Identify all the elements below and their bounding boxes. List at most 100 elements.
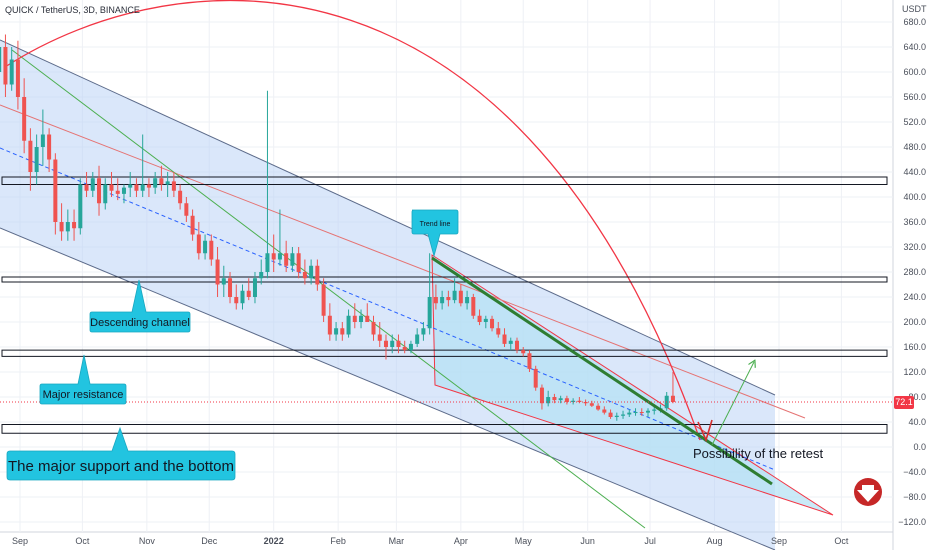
candle xyxy=(440,290,445,310)
candle xyxy=(340,322,345,341)
candle-body xyxy=(352,315,357,322)
candle-body xyxy=(346,315,351,335)
candle-body xyxy=(371,322,376,335)
candle-body xyxy=(471,297,476,316)
x-tick-label: Aug xyxy=(707,536,723,546)
down-arrow-icon[interactable] xyxy=(854,478,882,506)
candle xyxy=(0,47,2,72)
candle xyxy=(477,309,482,326)
candle-body xyxy=(402,347,407,351)
y-tick-label: 600.0 xyxy=(903,67,926,77)
candle xyxy=(128,172,133,197)
candle-body xyxy=(153,178,158,188)
y-tick-label: 80.0 xyxy=(908,392,926,402)
candle-body xyxy=(490,318,495,329)
candle xyxy=(277,209,282,266)
candle-body xyxy=(146,184,151,188)
candle xyxy=(40,109,45,166)
candle-body xyxy=(359,315,364,322)
candle-body xyxy=(190,215,195,235)
x-tick-label: Dec xyxy=(201,536,218,546)
candle xyxy=(296,247,301,279)
candle xyxy=(633,408,638,416)
candle-body xyxy=(564,398,569,402)
candle xyxy=(302,259,307,285)
candle-body xyxy=(446,297,451,301)
candle xyxy=(614,412,619,421)
callout-trend-line-shape xyxy=(411,209,459,258)
candle xyxy=(53,153,58,235)
y-tick-label: 0.0 xyxy=(913,442,926,452)
candle xyxy=(271,234,276,272)
candle-body xyxy=(103,184,108,204)
y-tick-label: 520.0 xyxy=(903,117,926,127)
candle-body xyxy=(421,328,426,335)
candle-body xyxy=(140,184,145,191)
candle xyxy=(28,128,33,191)
candle xyxy=(78,178,83,235)
candle-body xyxy=(97,178,102,204)
y-tick-label: 400.0 xyxy=(903,192,926,202)
candle xyxy=(15,40,20,110)
candle-body xyxy=(265,253,270,272)
y-tick-label: 680.0 xyxy=(903,17,926,27)
candle xyxy=(309,259,314,285)
x-tick-label: Sep xyxy=(771,536,787,546)
candle-body xyxy=(477,315,482,322)
candle-body xyxy=(178,190,183,204)
candle xyxy=(608,409,613,419)
candle-body xyxy=(203,240,208,254)
candle xyxy=(533,365,538,391)
candle-body xyxy=(15,59,20,97)
candle-body xyxy=(65,222,70,232)
candle xyxy=(427,253,432,335)
callout-descending-channel: Descending channel xyxy=(89,279,191,333)
candle-body xyxy=(433,297,438,304)
candle-body xyxy=(296,253,301,272)
candle-body xyxy=(59,222,64,232)
candle-body xyxy=(22,97,27,141)
candle-body xyxy=(209,240,214,260)
candle xyxy=(539,384,544,410)
y-tick-label: −80.0 xyxy=(903,492,926,502)
candle-body xyxy=(252,278,257,297)
candle xyxy=(84,172,89,197)
candle xyxy=(153,172,158,194)
y-tick-label: 280.0 xyxy=(903,267,926,277)
candle xyxy=(527,350,532,372)
candle xyxy=(371,315,376,341)
candle-body xyxy=(583,402,588,404)
candle xyxy=(377,322,382,347)
candle-body xyxy=(302,272,307,279)
price-badge: 72.1 xyxy=(894,395,914,409)
y-tick-label: 120.0 xyxy=(903,367,926,377)
candle-body xyxy=(290,253,295,266)
candle xyxy=(234,284,239,310)
axis-background xyxy=(893,0,932,550)
x-tick-label: Jun xyxy=(580,536,595,546)
channel-upper-line xyxy=(0,39,776,396)
candle-body xyxy=(458,290,463,304)
candle-body xyxy=(28,140,33,172)
candle xyxy=(159,165,164,191)
resistance-zone-upper xyxy=(1,176,888,185)
x-tick-label: Jul xyxy=(644,536,656,546)
candle xyxy=(446,290,451,307)
retest-annotation: Possibility of the retest xyxy=(693,446,823,461)
y-tick-label: 240.0 xyxy=(903,292,926,302)
red-arc xyxy=(4,0,701,441)
candle xyxy=(496,322,501,338)
candle xyxy=(203,234,208,260)
candle xyxy=(228,272,233,304)
y-axis: 680.0 640.0 600.0 560.0 520.0 480.0 440.0 400.0… xyxy=(898,17,926,527)
candle xyxy=(571,398,576,405)
y-tick-label: 320.0 xyxy=(903,242,926,252)
green-projection-arrow xyxy=(711,362,754,446)
candle-body xyxy=(365,315,370,322)
candle xyxy=(452,278,457,304)
y-tick-label: −120.0 xyxy=(898,517,926,527)
candle xyxy=(9,47,14,91)
candle-body xyxy=(334,328,339,335)
candle-body xyxy=(165,181,170,185)
candle xyxy=(221,265,226,297)
